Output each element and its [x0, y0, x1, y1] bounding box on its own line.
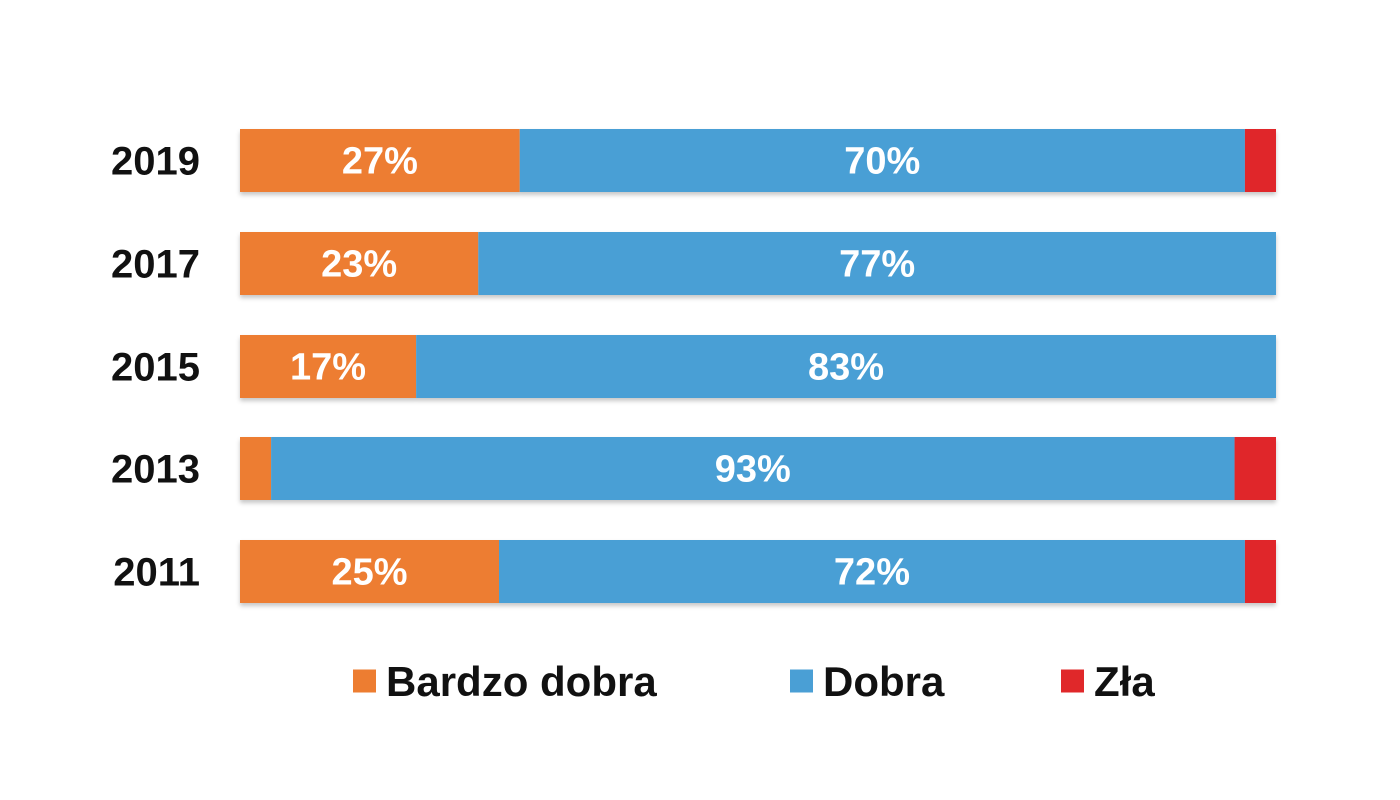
- bar-segment-2017-1: [478, 232, 1276, 295]
- bar-segment-2019-2: [1244, 129, 1276, 192]
- legend-swatch-0: [353, 669, 376, 693]
- data-label-2011-0: 25%: [331, 552, 407, 594]
- data-label-2015-1: 83%: [808, 347, 884, 389]
- legend-label-1: Dobra: [823, 658, 945, 705]
- bar-segment-2019-1: [519, 129, 1245, 192]
- legend-label-0: Bardzo dobra: [386, 658, 657, 705]
- category-label-2015: 2015: [111, 346, 200, 390]
- data-label-2019-1: 70%: [844, 141, 920, 183]
- data-label-2011-1: 72%: [834, 552, 910, 594]
- data-label-2013-1: 93%: [715, 449, 791, 491]
- category-label-2011: 2011: [113, 551, 200, 595]
- legend-item-1: Dobra: [790, 658, 945, 705]
- bar-segment-2011-2: [1244, 540, 1276, 603]
- bar-segment-2013-0: [240, 437, 272, 500]
- legend-swatch-1: [790, 669, 813, 693]
- bar-segment-2011-1: [499, 540, 1245, 603]
- bar-segment-2017-0: [240, 232, 479, 295]
- category-labels: 2019 2017 2015 2013 2011: [111, 140, 200, 595]
- legend-swatch-2: [1061, 669, 1084, 693]
- legend: Bardzo dobra Dobra Zła: [353, 658, 1155, 705]
- data-label-2017-0: 23%: [321, 244, 397, 286]
- bar-row-2013: [240, 437, 1276, 500]
- bar-segment-2013-1: [271, 437, 1235, 500]
- segment-labels: 27% 70% 23% 77% 17% 83% 93% 25% 72%: [290, 141, 920, 594]
- bar-row-2015: [240, 335, 1276, 398]
- bar-row-2019: [240, 129, 1276, 192]
- bar-row-2011: [240, 540, 1276, 603]
- bar-row-2017: [240, 232, 1276, 295]
- legend-item-2: Zła: [1061, 658, 1155, 705]
- category-label-2017: 2017: [111, 243, 200, 287]
- data-label-2019-0: 27%: [342, 141, 418, 183]
- bar-segment-2011-0: [240, 540, 499, 603]
- data-label-2015-0: 17%: [290, 347, 366, 389]
- bar-segment-2015-1: [416, 335, 1276, 398]
- bar-segment-2013-2: [1234, 437, 1276, 500]
- legend-label-2: Zła: [1094, 658, 1155, 705]
- bar-segment-2019-0: [240, 129, 520, 192]
- category-label-2019: 2019: [111, 140, 200, 184]
- data-label-2017-1: 77%: [839, 244, 915, 286]
- bar-segment-2015-0: [240, 335, 417, 398]
- bars-layer: [240, 129, 1276, 603]
- legend-item-0: Bardzo dobra: [353, 658, 657, 705]
- category-label-2013: 2013: [111, 448, 200, 492]
